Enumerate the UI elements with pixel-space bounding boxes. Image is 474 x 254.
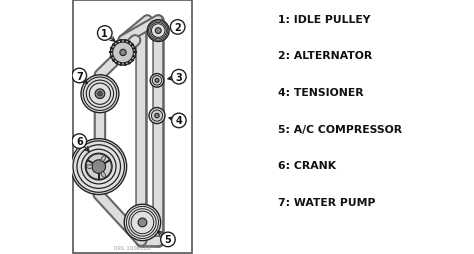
Circle shape bbox=[155, 114, 159, 118]
Text: 7: 7 bbox=[76, 71, 82, 81]
Circle shape bbox=[151, 110, 163, 122]
Circle shape bbox=[155, 79, 159, 83]
Circle shape bbox=[172, 114, 186, 128]
Circle shape bbox=[110, 41, 136, 66]
Circle shape bbox=[98, 92, 102, 97]
Text: 5: A/C COMPRESSOR: 5: A/C COMPRESSOR bbox=[278, 124, 402, 134]
Text: 3: 3 bbox=[175, 72, 182, 82]
Text: 091 1006526: 091 1006526 bbox=[114, 245, 151, 250]
FancyBboxPatch shape bbox=[73, 1, 192, 253]
Text: 5: 5 bbox=[164, 234, 171, 244]
Text: 2: ALTERNATOR: 2: ALTERNATOR bbox=[278, 51, 373, 61]
Circle shape bbox=[124, 204, 161, 241]
Circle shape bbox=[98, 27, 112, 41]
Ellipse shape bbox=[86, 165, 92, 169]
Text: 7: WATER PUMP: 7: WATER PUMP bbox=[278, 197, 376, 207]
Circle shape bbox=[152, 76, 162, 86]
Circle shape bbox=[120, 50, 126, 56]
Circle shape bbox=[161, 232, 175, 247]
Circle shape bbox=[170, 21, 185, 35]
Text: 1: 1 bbox=[101, 29, 108, 39]
Circle shape bbox=[71, 139, 127, 195]
Circle shape bbox=[172, 70, 186, 85]
Text: 6: 6 bbox=[76, 137, 82, 147]
Ellipse shape bbox=[101, 172, 106, 178]
Text: 1: IDLE PULLEY: 1: IDLE PULLEY bbox=[278, 15, 371, 25]
Text: 4: 4 bbox=[175, 116, 182, 126]
Text: 2: 2 bbox=[174, 23, 181, 33]
Text: 4: TENSIONER: 4: TENSIONER bbox=[278, 88, 364, 98]
Circle shape bbox=[113, 43, 133, 64]
Circle shape bbox=[138, 218, 147, 227]
Text: 6: CRANK: 6: CRANK bbox=[278, 161, 337, 171]
Circle shape bbox=[147, 21, 169, 42]
Circle shape bbox=[149, 108, 165, 124]
Ellipse shape bbox=[101, 156, 106, 162]
Circle shape bbox=[95, 89, 105, 99]
Circle shape bbox=[92, 160, 106, 174]
Circle shape bbox=[150, 74, 164, 88]
Circle shape bbox=[155, 28, 161, 34]
Circle shape bbox=[86, 154, 111, 179]
Circle shape bbox=[81, 75, 119, 113]
Circle shape bbox=[72, 134, 87, 149]
Circle shape bbox=[72, 69, 87, 84]
